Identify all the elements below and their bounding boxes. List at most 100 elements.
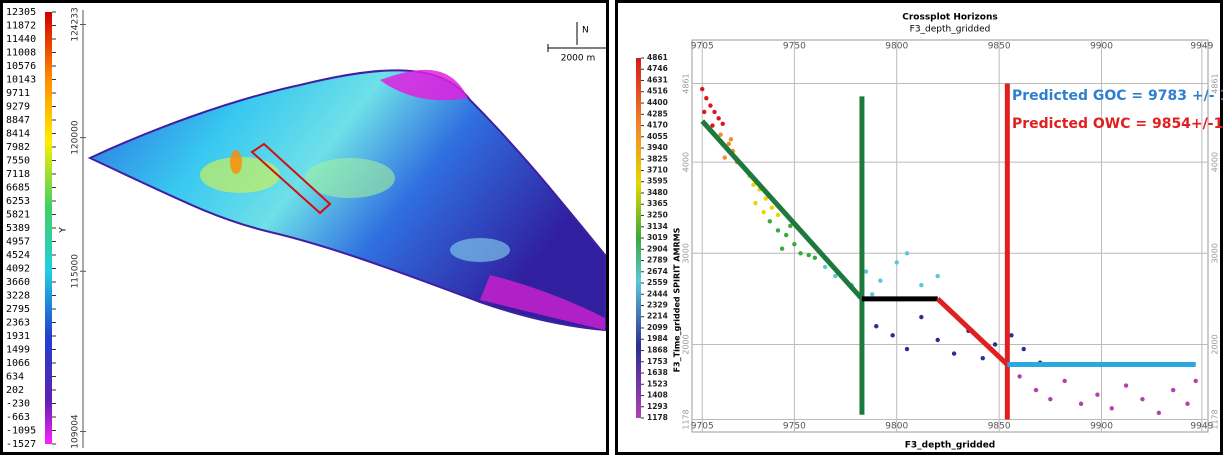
point: [783, 232, 789, 238]
colorbar-label: 8414: [6, 129, 30, 140]
point: [904, 251, 910, 256]
point: [1140, 397, 1145, 402]
point: [728, 137, 734, 142]
x-tick-label: 9949: [1190, 422, 1213, 432]
point: [1123, 383, 1129, 388]
colorbar: [636, 58, 641, 418]
point: [792, 241, 797, 247]
point: [1170, 387, 1176, 393]
colorbar-label: 2559: [647, 278, 668, 287]
colorbar-label: 4285: [647, 109, 668, 118]
colorbar-label: 3019: [647, 233, 668, 242]
colorbar-label: 2099: [647, 323, 668, 332]
colorbar-label: 4631: [647, 75, 668, 84]
y-tick-label: 4000: [682, 152, 691, 172]
colorbar-label: 1984: [647, 334, 668, 343]
colorbar-label: 1066: [6, 358, 30, 369]
colorbar-label: 4400: [647, 98, 668, 107]
point: [720, 121, 725, 126]
y-tick-label: 4861: [1211, 73, 1220, 93]
colorbar-label: 4861: [647, 53, 668, 62]
point: [1109, 406, 1114, 411]
point: [863, 269, 869, 274]
y-tick-label: 1178: [682, 409, 691, 429]
colorbar-label: 2674: [647, 267, 668, 276]
point: [761, 210, 766, 215]
point: [1078, 401, 1084, 406]
colorbar-label: 2363: [6, 318, 30, 329]
point: [980, 355, 985, 361]
point: [812, 255, 818, 261]
x-tick-label: 9750: [783, 42, 806, 52]
colorbar-label: 2444: [647, 289, 668, 298]
colorbar-label: 4524: [6, 250, 30, 261]
colorbar-label: 3825: [647, 154, 668, 163]
colorbar: [45, 12, 52, 444]
x-tick-label: 9850: [988, 42, 1011, 52]
colorbar-label: 9279: [6, 102, 30, 113]
y-tick-label: 3000: [682, 243, 691, 263]
point: [704, 96, 709, 101]
point: [1048, 397, 1053, 402]
x-tick-label: 9800: [885, 42, 908, 52]
point: [904, 346, 910, 352]
x-tick-label: 9949: [1190, 42, 1213, 52]
x-axis-label: F3_depth_gridded: [905, 441, 996, 451]
y-tick-label: 124233: [71, 7, 81, 41]
colorbar-label: 1753: [647, 357, 668, 366]
x-tick-label: 9800: [885, 422, 908, 432]
y-tick-label: 4000: [1211, 152, 1220, 172]
point: [894, 260, 899, 265]
y-axis-label: Y: [59, 227, 69, 234]
panel-frame: [615, 0, 1223, 455]
annotation: Predicted OWC = 9854+/-10ft: [1012, 116, 1223, 132]
colorbar-label: -230: [6, 398, 30, 409]
colorbar-label: 3134: [647, 222, 668, 231]
point: [822, 264, 828, 270]
colorbar-label: 1523: [647, 379, 668, 388]
colorbar-label: 4516: [647, 87, 668, 96]
point: [1185, 401, 1190, 406]
point: [1062, 378, 1067, 384]
colorbar-label: 634: [6, 372, 24, 383]
fit-line: [935, 297, 1010, 367]
x-tick-label: 9705: [691, 42, 714, 52]
y-tick-label: 2000: [682, 334, 691, 354]
colorbar-label: 2789: [647, 256, 668, 265]
point: [935, 273, 940, 279]
colorbar-label: 8847: [6, 115, 30, 126]
colorbar-label: -1095: [6, 426, 36, 437]
colorbar-label: 1293: [647, 402, 668, 411]
point: [919, 314, 924, 320]
point: [718, 132, 723, 137]
colorbar-label: 202: [6, 385, 24, 396]
colorbar-label: 1408: [647, 391, 668, 400]
point: [869, 292, 875, 297]
y-tick-label: 3000: [1211, 243, 1220, 263]
x-tick-label: 9750: [783, 422, 806, 432]
point: [779, 246, 785, 251]
chart-subtitle: F3_depth_gridded: [910, 25, 991, 35]
y-tick-label: 4861: [682, 73, 691, 93]
colorbar-label: 9711: [6, 88, 30, 99]
colorbar-label: 2795: [6, 304, 30, 315]
point: [935, 337, 940, 343]
colorbar-label: 4957: [6, 236, 30, 247]
point: [1193, 378, 1198, 384]
scale-label: 2000 m: [561, 54, 596, 64]
annotation: Predicted GOC = 9783 +/- 10ft: [1012, 88, 1223, 104]
colorbar-label: 3250: [647, 210, 668, 219]
point: [769, 205, 775, 210]
point: [1156, 410, 1162, 416]
y-tick-label: 120000: [71, 120, 81, 155]
colorbar-label: 3940: [647, 143, 668, 152]
colorbar-label: 2904: [647, 244, 668, 253]
colorbar-label: 1499: [6, 344, 30, 355]
point: [767, 219, 773, 224]
colorbar-label: 3480: [647, 188, 668, 197]
point: [806, 252, 811, 258]
colorbar-label: 12305: [6, 7, 36, 18]
point: [763, 196, 768, 201]
y-tick-label: 115000: [71, 254, 81, 289]
